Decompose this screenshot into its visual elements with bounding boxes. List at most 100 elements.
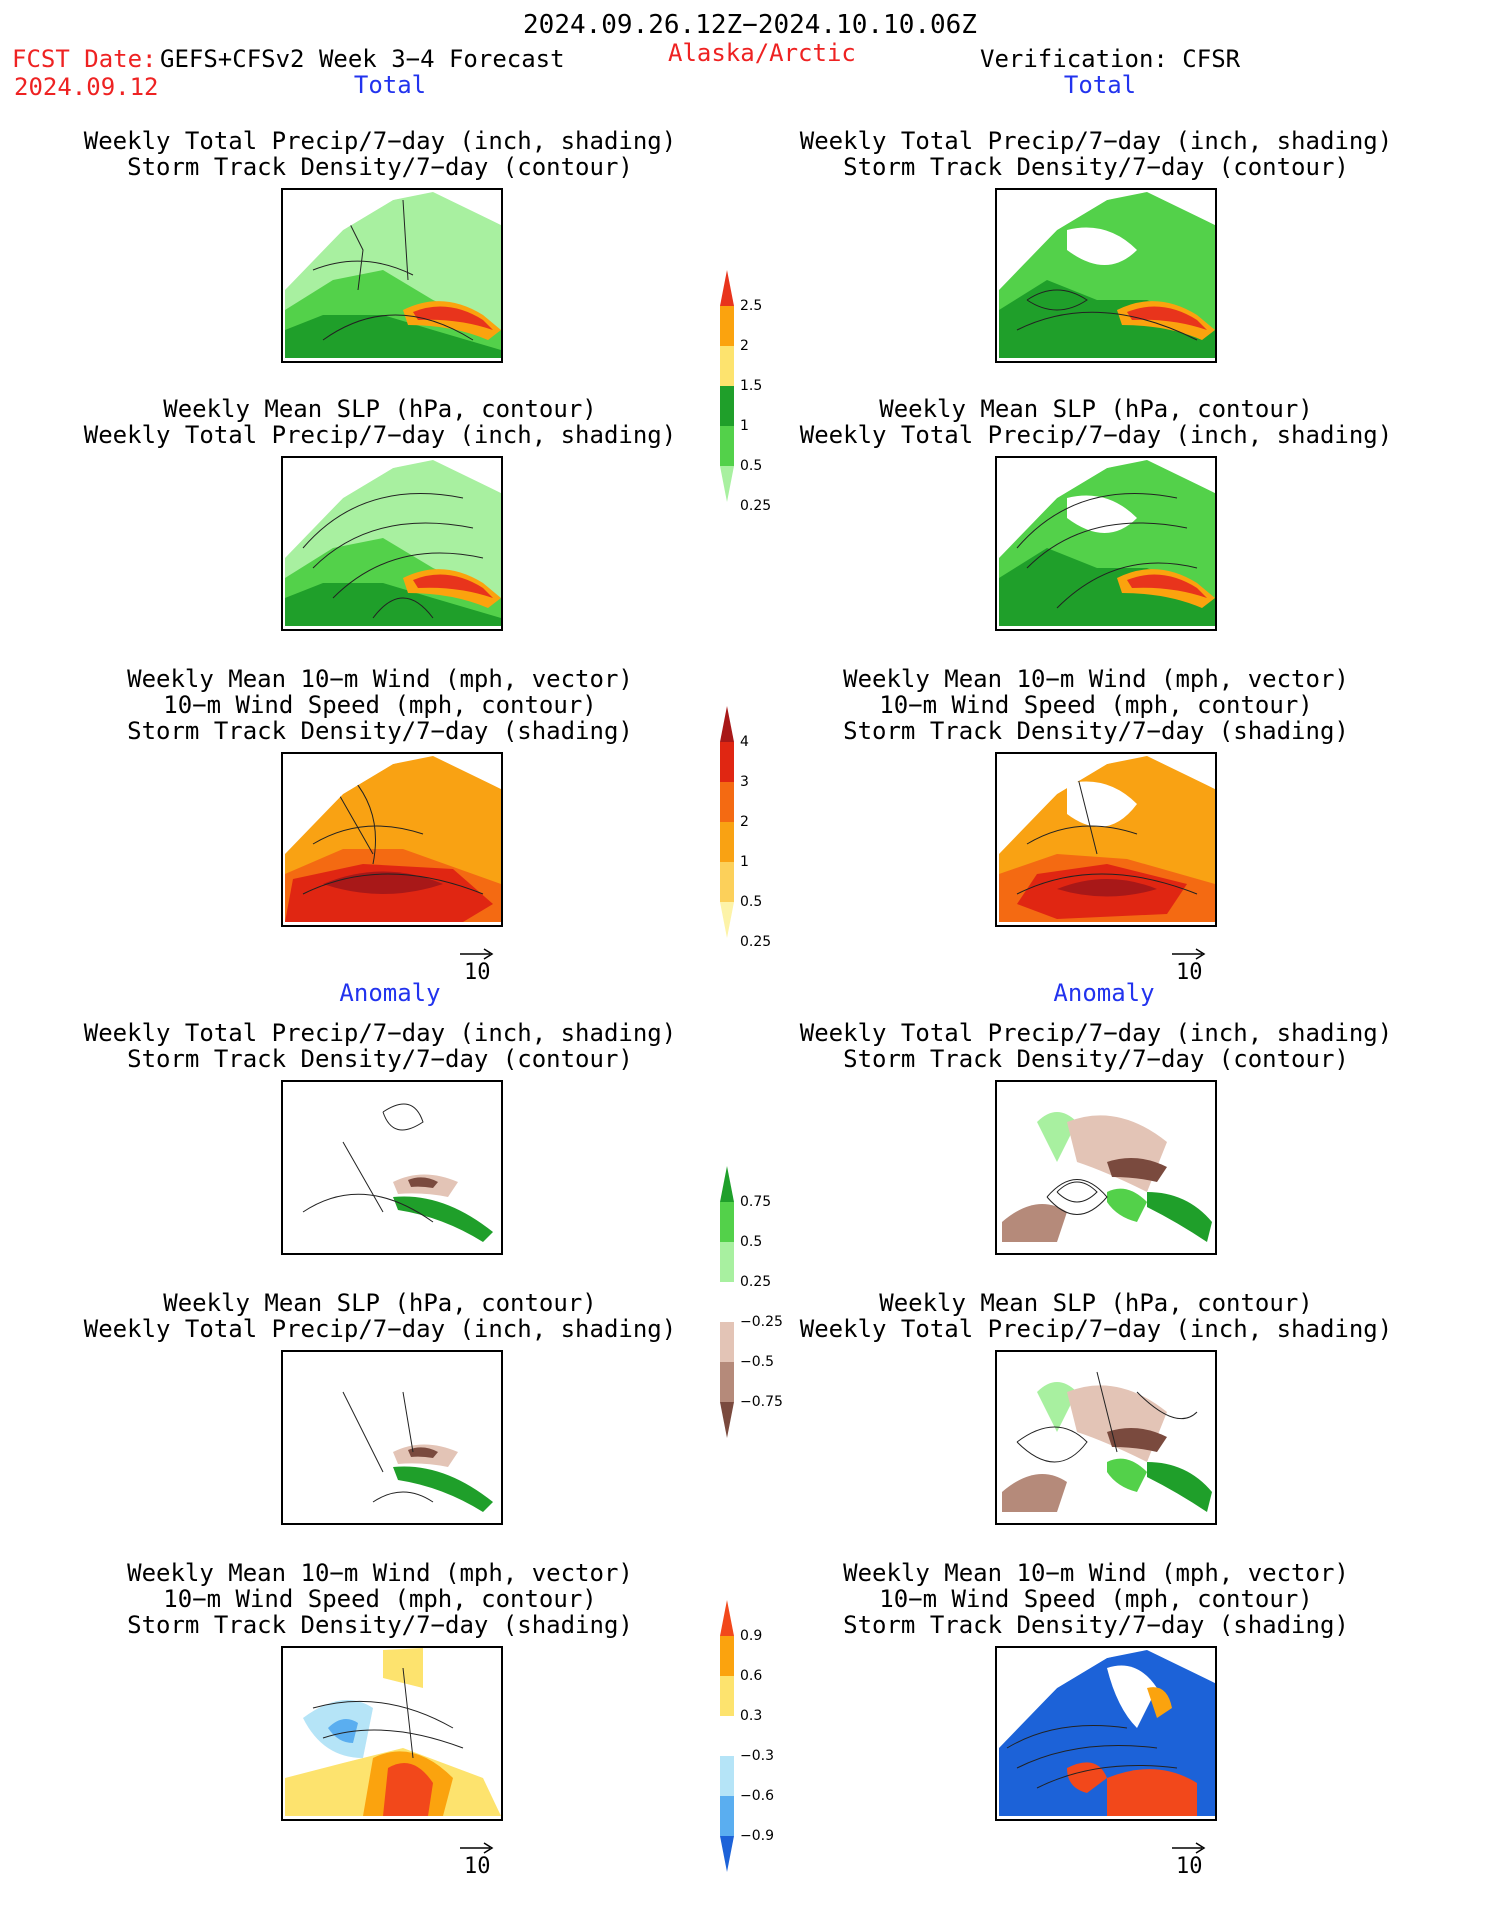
section-total-right: Total bbox=[1063, 71, 1137, 99]
panel-title-line: Weekly Total Precip/7−day (inch, shading… bbox=[83, 127, 677, 155]
verification-label: Verification: CFSR bbox=[980, 45, 1241, 73]
colorbar-graphic bbox=[720, 270, 734, 502]
vector-scale-label: 10 bbox=[464, 960, 491, 985]
panel-title-line: Weekly Mean 10−m Wind (mph, vector) bbox=[127, 665, 633, 693]
colorbar-segment bbox=[720, 742, 734, 782]
colorbar-segment bbox=[720, 270, 734, 306]
panel-title-line: Weekly Total Precip/7−day (inch, shading… bbox=[83, 1315, 677, 1343]
map-slp-precip-forecast-anomaly bbox=[281, 1350, 503, 1525]
map-precip-storm-forecast-total bbox=[281, 188, 503, 363]
fcst-date-label: FCST Date: bbox=[12, 45, 157, 73]
panel-title-line: Weekly Mean SLP (hPa, contour) bbox=[163, 1289, 597, 1317]
colorbar-segment bbox=[720, 1636, 734, 1676]
colorbar-segment bbox=[720, 1600, 734, 1636]
colorbar-segment bbox=[720, 1836, 734, 1872]
panel-title-line: Weekly Mean 10−m Wind (mph, vector) bbox=[843, 665, 1349, 693]
colorbar-tick-label: 0.5 bbox=[740, 894, 763, 910]
colorbar-tick-label: 2 bbox=[740, 814, 749, 830]
colorbar-segment bbox=[720, 782, 734, 822]
colorbar-tick-label: 0.9 bbox=[740, 1628, 763, 1644]
panel-title-line: Weekly Mean 10−m Wind (mph, vector) bbox=[843, 1559, 1349, 1587]
map-precip-storm-verification-anomaly bbox=[995, 1080, 1217, 1255]
map-wind-storm-verification-total bbox=[995, 752, 1217, 927]
panel-title-line: Storm Track Density/7−day (shading) bbox=[127, 1611, 633, 1639]
colorbar-tick-label: 0.5 bbox=[740, 458, 763, 474]
colorbar-tick-label: 0.75 bbox=[740, 1194, 772, 1210]
colorbar-tick-label: −0.3 bbox=[740, 1748, 774, 1764]
fcst-date-value: 2024.09.12 bbox=[14, 73, 159, 101]
colorbar-segment bbox=[720, 706, 734, 742]
colorbar-tick-label: −0.25 bbox=[740, 1314, 783, 1330]
colorbar-segment bbox=[720, 902, 734, 938]
colorbar-segment bbox=[720, 1322, 734, 1362]
colorbar-tick-label: 1 bbox=[740, 854, 749, 870]
colorbar-tick-label: 1 bbox=[740, 418, 749, 434]
colorbar-segment bbox=[720, 1756, 734, 1796]
colorbar-segment bbox=[720, 862, 734, 902]
vector-scale-arrow-icon bbox=[1172, 948, 1206, 960]
colorbar-tick-label: 1.5 bbox=[740, 378, 763, 394]
panel-title-line: Weekly Mean SLP (hPa, contour) bbox=[879, 395, 1313, 423]
colorbar-segment bbox=[720, 1166, 734, 1202]
map-wind-storm-forecast-total bbox=[281, 752, 503, 927]
colorbar-tick-label: −0.75 bbox=[740, 1394, 783, 1410]
panel-title-line: Weekly Total Precip/7−day (inch, shading… bbox=[799, 1019, 1393, 1047]
panel-title-line: Weekly Total Precip/7−day (inch, shading… bbox=[799, 1315, 1393, 1343]
colorbar-segment bbox=[720, 1796, 734, 1836]
panel-title-line: Storm Track Density/7−day (shading) bbox=[127, 717, 633, 745]
colorbar-tick-label: 0.5 bbox=[740, 1234, 763, 1250]
panel-title-line: Storm Track Density/7−day (shading) bbox=[843, 717, 1349, 745]
map-slp-precip-verification-anomaly bbox=[995, 1350, 1217, 1525]
panel-title-line: Storm Track Density/7−day (contour) bbox=[127, 153, 633, 181]
vector-scale-arrow-icon bbox=[460, 1842, 494, 1854]
panel-title-line: 10−m Wind Speed (mph, contour) bbox=[163, 1585, 597, 1613]
colorbar-graphic bbox=[720, 1166, 734, 1438]
panel-title-line: 10−m Wind Speed (mph, contour) bbox=[879, 1585, 1313, 1613]
map-precip-storm-forecast-anomaly bbox=[281, 1080, 503, 1255]
colorbar-segment bbox=[720, 426, 734, 466]
section-anomaly-left: Anomaly bbox=[339, 979, 441, 1007]
panel-title-line: Storm Track Density/7−day (contour) bbox=[843, 153, 1349, 181]
map-wind-storm-forecast-anomaly bbox=[281, 1646, 503, 1821]
panel-title-line: Weekly Total Precip/7−day (inch, shading… bbox=[83, 1019, 677, 1047]
section-total-left: Total bbox=[353, 71, 427, 99]
panel-title-line: Storm Track Density/7−day (shading) bbox=[843, 1611, 1349, 1639]
model-label: GEFS+CFSv2 Week 3−4 Forecast bbox=[160, 45, 565, 73]
colorbar-tick-label: 3 bbox=[740, 774, 749, 790]
colorbar-segment bbox=[720, 822, 734, 862]
panel-title-line: Storm Track Density/7−day (contour) bbox=[127, 1045, 633, 1073]
vector-scale-label: 10 bbox=[1176, 960, 1203, 985]
panel-title-line: Weekly Total Precip/7−day (inch, shading… bbox=[799, 421, 1393, 449]
section-anomaly-right: Anomaly bbox=[1053, 979, 1155, 1007]
map-wind-storm-verification-anomaly bbox=[995, 1646, 1217, 1821]
vector-scale-label: 10 bbox=[464, 1854, 491, 1879]
panel-title-line: Weekly Mean SLP (hPa, contour) bbox=[163, 395, 597, 423]
panel-title-line: Storm Track Density/7−day (contour) bbox=[843, 1045, 1349, 1073]
region-label: Alaska/Arctic bbox=[668, 39, 856, 67]
period-title: 2024.09.26.12Z−2024.10.10.06Z bbox=[523, 10, 977, 40]
panel-title-line: Weekly Total Precip/7−day (inch, shading… bbox=[799, 127, 1393, 155]
colorbar-graphic bbox=[720, 1600, 734, 1872]
map-precip-storm-verification-total bbox=[995, 188, 1217, 363]
colorbar-segment bbox=[720, 1242, 734, 1282]
colorbar-tick-label: 0.3 bbox=[740, 1708, 763, 1724]
colorbar-segment bbox=[720, 1716, 734, 1756]
panel-title-line: 10−m Wind Speed (mph, contour) bbox=[163, 691, 597, 719]
colorbar-tick-label: 2.5 bbox=[740, 298, 763, 314]
colorbar-tick-label: 0.25 bbox=[740, 498, 772, 514]
vector-scale-label: 10 bbox=[1176, 1854, 1203, 1879]
map-slp-precip-verification-total bbox=[995, 456, 1217, 631]
colorbar-tick-label: 2 bbox=[740, 338, 749, 354]
map-slp-precip-forecast-total bbox=[281, 456, 503, 631]
colorbar-segment bbox=[720, 1362, 734, 1402]
vector-scale-arrow-icon bbox=[1172, 1842, 1206, 1854]
panel-title-line: Weekly Mean SLP (hPa, contour) bbox=[879, 1289, 1313, 1317]
panel-title-line: Weekly Total Precip/7−day (inch, shading… bbox=[83, 421, 677, 449]
colorbar-graphic bbox=[720, 706, 734, 938]
colorbar-segment bbox=[720, 1676, 734, 1716]
colorbar-tick-label: −0.6 bbox=[740, 1788, 774, 1804]
colorbar-segment bbox=[720, 306, 734, 346]
vector-scale-arrow-icon bbox=[460, 948, 494, 960]
colorbar-segment bbox=[720, 466, 734, 502]
panel-title-line: Weekly Mean 10−m Wind (mph, vector) bbox=[127, 1559, 633, 1587]
